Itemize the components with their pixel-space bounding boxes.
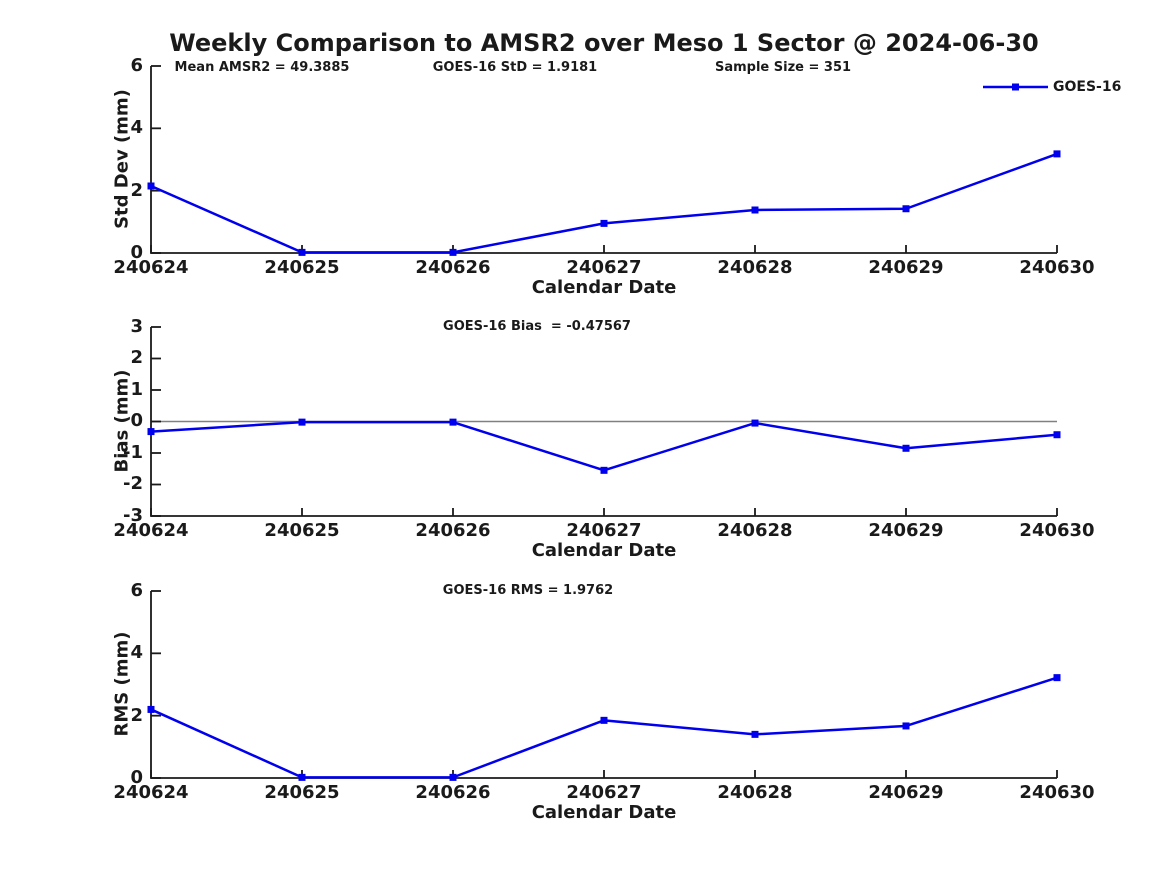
y-tick-label: 6 — [130, 580, 143, 601]
x-tick-label: 240625 — [264, 782, 340, 803]
y-tick-label: 2 — [130, 347, 143, 368]
y-axis-label-std-dev: Std Dev (mm) — [111, 89, 133, 229]
y-tick-label: 4 — [130, 642, 143, 663]
y-tick-label: -2 — [123, 473, 143, 494]
x-tick-label: 240628 — [717, 520, 793, 541]
x-tick-label: 240627 — [566, 520, 642, 541]
annotation-goes16-bias: GOES-16 Bias = -0.47567 — [443, 319, 631, 334]
y-tick-label: 2 — [130, 705, 143, 726]
x-tick-label: 240625 — [264, 520, 340, 541]
y-tick-label: -1 — [123, 442, 143, 463]
x-axis-label: Calendar Date — [531, 802, 677, 823]
x-tick-label: 240626 — [415, 520, 491, 541]
x-tick-label: 240628 — [717, 782, 793, 803]
x-tick-label: 240625 — [264, 257, 340, 278]
legend-label-goes16: GOES-16 — [1053, 79, 1122, 95]
x-tick-label: 240627 — [566, 782, 642, 803]
x-tick-label: 240630 — [1019, 520, 1095, 541]
y-tick-label: 4 — [130, 117, 143, 138]
x-tick-label: 240629 — [868, 257, 944, 278]
x-axis-label: Calendar Date — [531, 277, 677, 298]
annotation-goes16-std: GOES-16 StD = 1.9181 — [432, 60, 598, 75]
y-tick-label: 0 — [130, 242, 143, 263]
x-tick-label: 240627 — [566, 257, 642, 278]
y-tick-label: 2 — [130, 180, 143, 201]
annotation-goes16-rms: GOES-16 RMS = 1.9762 — [442, 583, 614, 598]
x-tick-label: 240630 — [1019, 782, 1095, 803]
y-tick-label: 3 — [130, 316, 143, 337]
x-tick-label: 240624 — [113, 257, 189, 278]
annotation-mean-amsr2: Mean AMSR2 = 49.3885 — [174, 60, 350, 75]
x-tick-label: 240624 — [113, 520, 189, 541]
y-tick-label: 0 — [130, 410, 143, 431]
annotation-sample-size: Sample Size = 351 — [714, 60, 852, 75]
x-tick-label: 240626 — [415, 257, 491, 278]
y-tick-label: 0 — [130, 767, 143, 788]
x-tick-label: 240628 — [717, 257, 793, 278]
x-tick-label: 240629 — [868, 520, 944, 541]
x-tick-label: 240630 — [1019, 257, 1095, 278]
chart-title: Weekly Comparison to AMSR2 over Meso 1 S… — [169, 29, 1039, 57]
x-axis-label: Calendar Date — [531, 540, 677, 561]
y-tick-label: 6 — [130, 55, 143, 76]
x-tick-label: 240624 — [113, 782, 189, 803]
x-tick-label: 240626 — [415, 782, 491, 803]
y-tick-label: -3 — [123, 505, 143, 526]
y-tick-label: 1 — [130, 379, 143, 400]
x-tick-label: 240629 — [868, 782, 944, 803]
